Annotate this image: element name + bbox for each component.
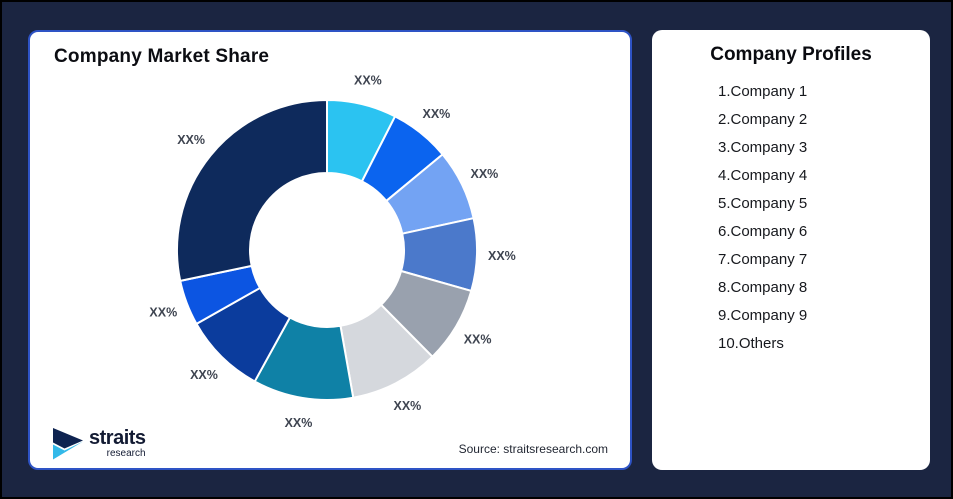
straits-logo-icon (53, 428, 83, 460)
profiles-list: 1.Company 1 2.Company 2 3.Company 3 4.Compa… (718, 78, 920, 358)
profile-list-item: 4.Company 4 (718, 167, 808, 184)
profile-list-item: 3.Company 3 (718, 139, 808, 156)
profile-list-item: 6.Company 6 (718, 223, 808, 240)
segment-label: XX% (285, 416, 313, 430)
segment-label: XX% (177, 133, 205, 147)
donut-segment (176, 99, 328, 282)
logo-text: straits research (89, 428, 146, 459)
profile-list-item: 2.Company 2 (718, 111, 808, 128)
segment-label: XX% (394, 399, 422, 413)
segment-label: XX% (190, 368, 218, 382)
segment-label: XX% (423, 107, 451, 121)
donut-chart: XX% XX% XX% XX% XX% XX% XX% XX% XX% XX% (149, 73, 516, 430)
straits-research-logo: straits research (50, 426, 146, 460)
logo-wordmark: straits (89, 426, 146, 449)
segment-label: XX% (464, 333, 492, 347)
profile-list-item: 8.Company 8 (718, 279, 808, 296)
segment-label: XX% (149, 305, 177, 319)
profiles-title: Company Profiles (710, 44, 872, 65)
market-share-card: Company Market Share XX% XX% XX% XX% XX% XX% X… (28, 30, 632, 470)
chart-title: Company Market Share (54, 46, 270, 67)
profile-list-item: 5.Company 5 (718, 195, 808, 212)
segment-label: XX% (354, 73, 382, 87)
company-profiles-card: Company Profiles 1.Company 1 2.Company 2 3… (652, 30, 930, 470)
profile-list-item: 7.Company 7 (718, 251, 808, 268)
profile-list-item: 1.Company 1 (718, 83, 808, 100)
source-text: Source: straitsresearch.com (458, 442, 608, 456)
segment-label: XX% (488, 249, 516, 263)
profile-list-item: 10.Others (718, 335, 784, 352)
segment-label: XX% (471, 167, 499, 181)
profile-list-item: 9.Company 9 (718, 307, 808, 324)
logo-subtext: research (106, 447, 146, 459)
